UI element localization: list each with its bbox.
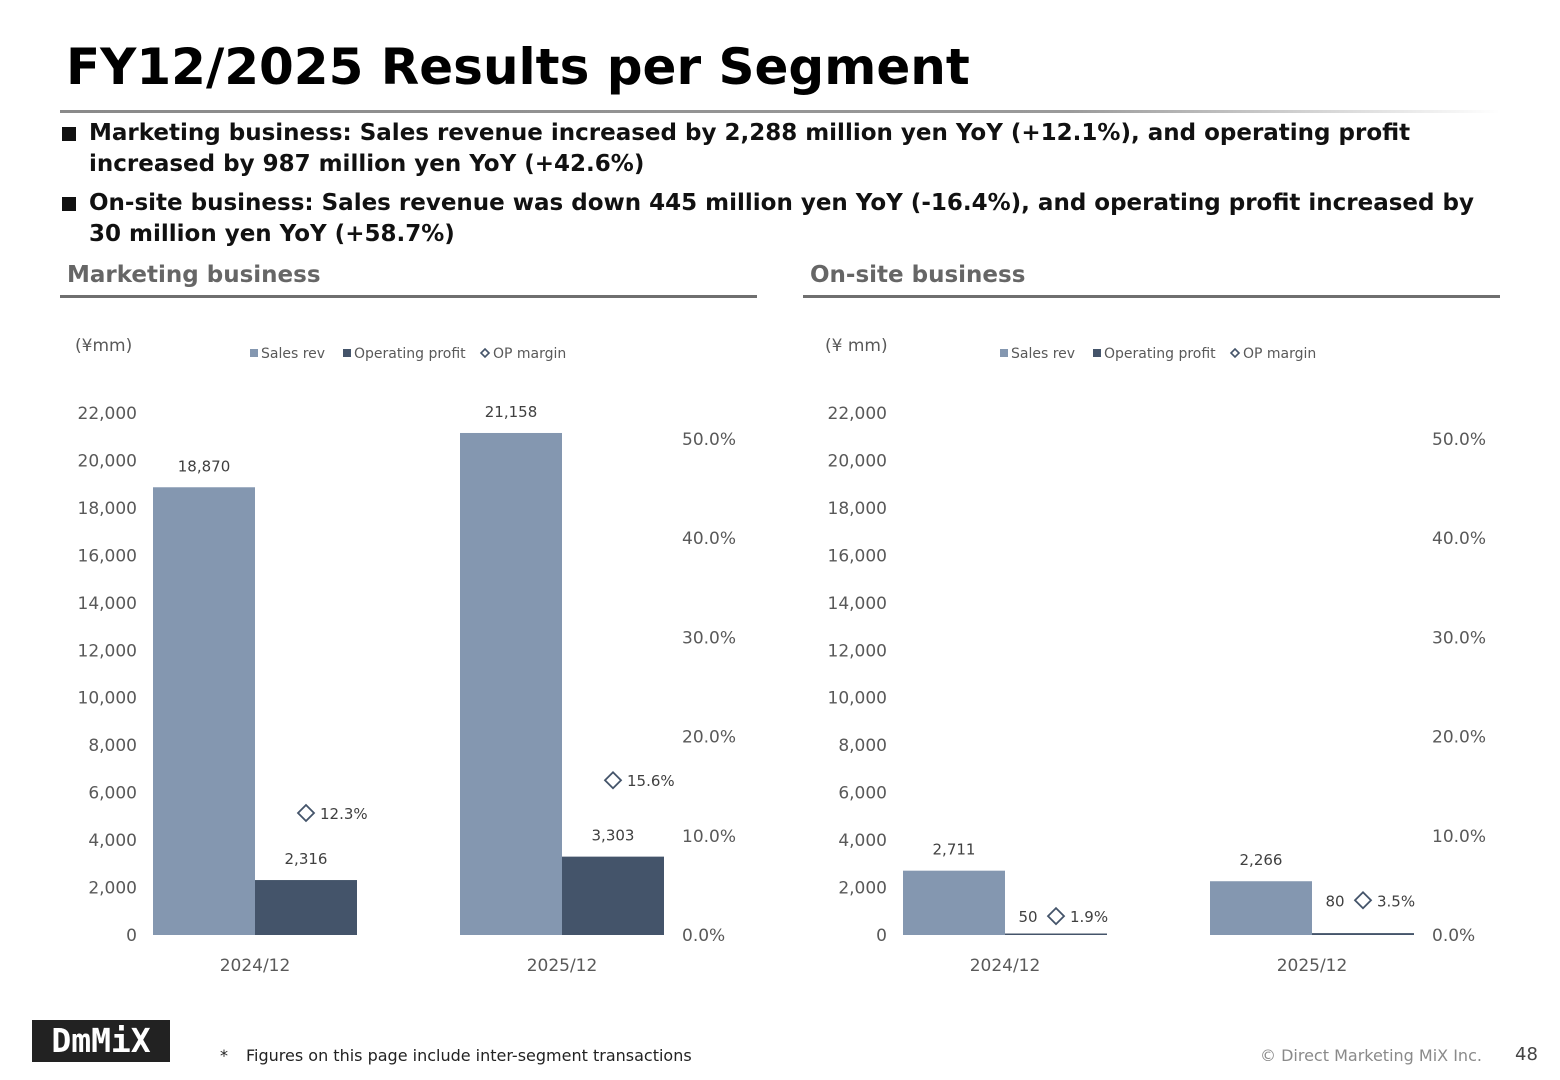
y-axis-tick-label: 22,000 [828,404,887,424]
y2-axis-tick-label: 40.0% [682,529,736,549]
legend-margin-label: OP margin [1243,346,1316,362]
bar-sales-rev [1210,881,1312,935]
legend-profit-swatch [343,349,351,357]
y2-axis-tick-label: 0.0% [682,926,725,946]
footnote-mark: * [220,1046,228,1065]
y-axis-tick-label: 2,000 [838,879,887,899]
bullet-marketing: Marketing business: Sales revenue increa… [62,118,1512,180]
bar-sales-rev [460,432,562,935]
bullet-onsite: On-site business: Sales revenue was down… [62,188,1512,250]
page-number: 48 [1515,1044,1538,1065]
legend-sales-label: Sales rev [261,346,325,362]
y-axis-tick-label: 10,000 [78,689,137,709]
y-axis-tick-label: 8,000 [88,736,137,756]
op-margin-diamond-marker [296,803,316,823]
marketing-chart: (¥mm) Sales rev Operating profit OP margin 0… [75,336,736,976]
legend-sales-swatch [250,349,258,357]
footnote: * Figures on this page include inter-segm… [220,1046,692,1065]
y-axis-tick-label: 16,000 [78,546,137,566]
data-label-operating-profit: 50 [1018,908,1037,926]
footnote-text: Figures on this page include inter-segme… [246,1046,692,1065]
y-axis-tick-label: 18,000 [828,499,887,519]
y-axis-tick-label: 0 [126,926,137,946]
y-axis-tick-label: 14,000 [78,594,137,614]
bullet-marketing-text: Marketing business: Sales revenue increa… [89,120,1411,177]
y-axis-tick-label: 16,000 [828,546,887,566]
data-label-operating-profit: 3,303 [592,827,635,845]
y2-axis-tick-label: 10.0% [682,827,736,847]
legend-profit-label: Operating profit [1104,346,1216,362]
y-axis-tick-label: 4,000 [88,831,137,851]
bullet-square-icon [62,197,76,211]
y-axis-tick-label: 2,000 [88,879,137,899]
legend-sales-swatch [1000,349,1008,357]
legend-profit-swatch [1093,349,1101,357]
data-label-sales: 2,266 [1240,851,1283,869]
legend-margin-diamond-icon [1229,347,1241,359]
bar-operating-profit [562,856,664,935]
section-title-onsite: On-site business [810,262,1026,288]
copyright: © Direct Marketing MiX Inc. [1260,1046,1482,1065]
data-label-op-margin: 15.6% [627,772,675,790]
y-axis-tick-label: 10,000 [828,689,887,709]
y2-axis-tick-label: 50.0% [1432,430,1486,450]
y-axis-tick-label: 4,000 [838,831,887,851]
data-label-sales: 21,158 [485,403,538,421]
legend-margin-diamond-icon [479,347,491,359]
data-label-op-margin: 3.5% [1377,892,1415,910]
x-axis-category-label: 2024/12 [970,956,1041,976]
op-margin-diamond-marker [603,770,623,790]
y-axis-tick-label: 0 [876,926,887,946]
data-label-sales: 18,870 [178,457,231,475]
y2-axis-tick-label: 10.0% [1432,827,1486,847]
y-axis-tick-label: 14,000 [828,594,887,614]
y-axis-tick-label: 6,000 [838,784,887,804]
bar-sales-rev [903,870,1005,935]
data-label-sales: 2,711 [933,841,976,859]
bullet-square-icon [62,127,76,141]
y-axis-tick-label: 22,000 [78,404,137,424]
bar-operating-profit [255,880,357,935]
op-margin-diamond-marker [1353,891,1373,910]
legend-profit-label: Operating profit [354,346,466,362]
data-label-operating-profit: 2,316 [285,850,328,868]
y2-axis-tick-label: 50.0% [682,430,736,450]
bar-operating-profit [1005,933,1107,935]
section-divider-marketing [60,295,757,298]
title-divider [60,110,1500,113]
y2-axis-tick-label: 20.0% [1432,728,1486,748]
y2-axis-tick-label: 20.0% [682,728,736,748]
legend-margin-label: OP margin [493,346,566,362]
y-axis-tick-label: 20,000 [828,451,887,471]
data-label-op-margin: 12.3% [320,805,368,823]
y-axis-unit-label: (¥ mm) [825,336,888,356]
y-axis-tick-label: 8,000 [838,736,887,756]
bullet-onsite-text: On-site business: Sales revenue was down… [89,190,1474,247]
y2-axis-tick-label: 40.0% [1432,529,1486,549]
company-logo: DmMiX [32,1020,170,1062]
data-label-op-margin: 1.9% [1070,908,1108,926]
x-axis-category-label: 2025/12 [527,956,598,976]
y-axis-tick-label: 12,000 [78,641,137,661]
x-axis-category-label: 2024/12 [220,956,291,976]
section-divider-onsite [803,295,1500,298]
op-margin-diamond-marker [1046,906,1066,926]
y-axis-unit-label: (¥mm) [75,336,132,356]
y-axis-tick-label: 18,000 [78,499,137,519]
x-axis-category-label: 2025/12 [1277,956,1348,976]
y2-axis-tick-label: 30.0% [682,628,736,648]
y-axis-tick-label: 6,000 [88,784,137,804]
bar-sales-rev [153,487,255,935]
onsite-chart: (¥ mm) Sales rev Operating profit OP margin… [825,336,1486,976]
bar-operating-profit [1312,933,1414,935]
y2-axis-tick-label: 0.0% [1432,926,1475,946]
y-axis-tick-label: 20,000 [78,451,137,471]
legend-sales-label: Sales rev [1011,346,1075,362]
y-axis-tick-label: 12,000 [828,641,887,661]
page-title: FY12/2025 Results per Segment [66,38,970,96]
y2-axis-tick-label: 30.0% [1432,628,1486,648]
section-title-marketing: Marketing business [67,262,321,288]
data-label-operating-profit: 80 [1325,892,1344,910]
